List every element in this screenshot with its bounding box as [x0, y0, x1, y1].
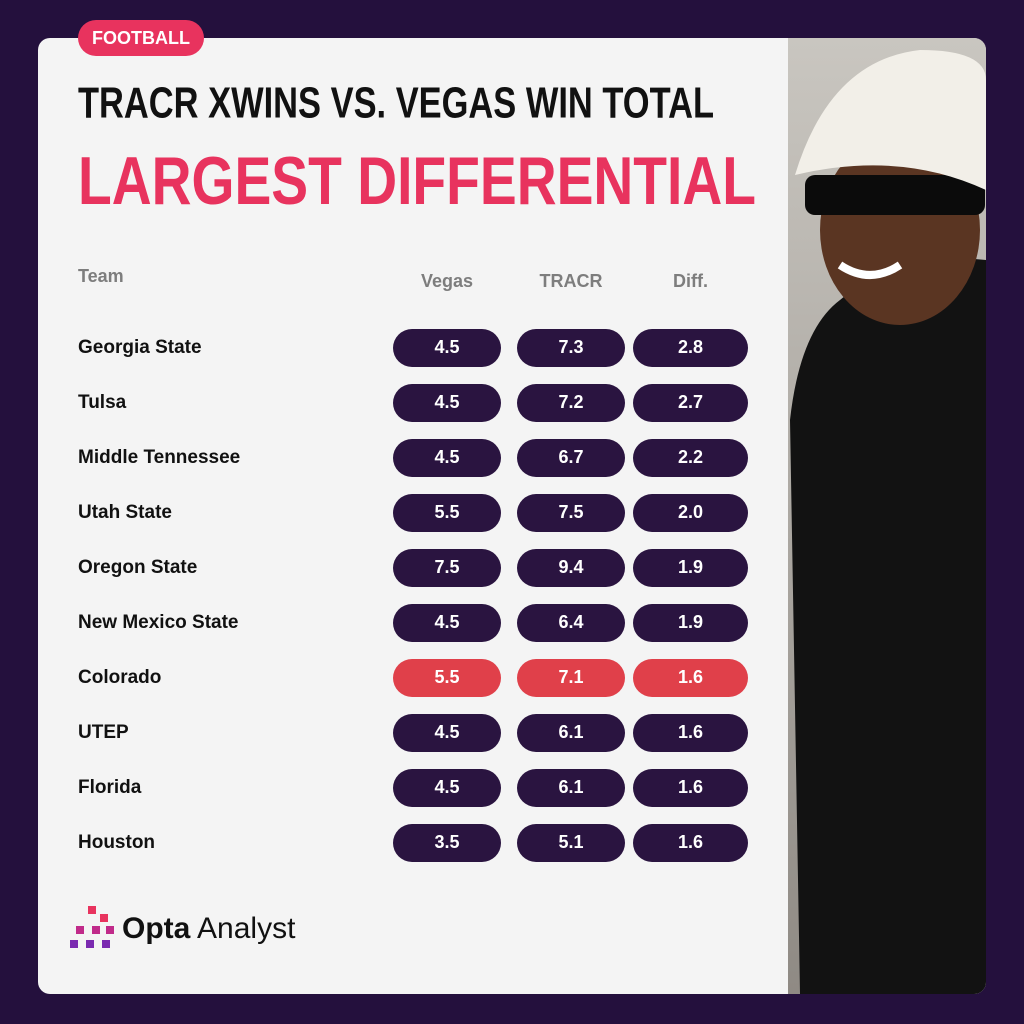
value-pill: [517, 824, 625, 862]
tag: FOOTBALL: [92, 28, 190, 48]
value-pill: [393, 824, 501, 862]
value-cell: 1.6: [678, 722, 703, 742]
value-pill: [633, 439, 748, 477]
value-cell: 6.7: [558, 447, 583, 467]
logo: [70, 906, 114, 948]
subtitle: LARGEST DIFFERENTIAL: [78, 143, 756, 219]
value-cell: 7.2: [558, 392, 583, 412]
value-cell: 6.1: [558, 722, 583, 742]
value-cell: 7.3: [558, 337, 583, 357]
value-pill: [517, 549, 625, 587]
value-pill: [517, 604, 625, 642]
value-cell: 2.8: [678, 337, 703, 357]
team-name: New Mexico State: [78, 612, 239, 633]
card: [38, 38, 986, 994]
value-cell: 4.5: [434, 337, 459, 357]
column-header: TRACR: [540, 271, 603, 291]
team-name: UTEP: [78, 722, 129, 743]
team-name: Georgia State: [78, 337, 202, 358]
value-pill: [633, 824, 748, 862]
column-header: Diff.: [673, 271, 708, 291]
value-cell: 2.2: [678, 447, 703, 467]
team-name: Utah State: [78, 502, 172, 523]
value-pill: [633, 659, 748, 697]
team-name: Florida: [78, 777, 142, 798]
value-cell: 2.0: [678, 502, 703, 522]
value-cell: 1.6: [678, 832, 703, 852]
tag-pill: [78, 20, 204, 56]
value-pill: [517, 384, 625, 422]
photo: [788, 38, 986, 994]
value-pill: [517, 329, 625, 367]
value-cell: 5.5: [434, 502, 459, 522]
value-cell: 1.9: [678, 612, 703, 632]
value-cell: 4.5: [434, 612, 459, 632]
value-pill: [393, 384, 501, 422]
team-name: Middle Tennessee: [78, 447, 240, 468]
team-name: Tulsa: [78, 392, 127, 413]
value-cell: 5.1: [558, 832, 583, 852]
team-name: Houston: [78, 832, 155, 853]
value-cell: 4.5: [434, 722, 459, 742]
value-pill: [393, 329, 501, 367]
value-pill: [633, 384, 748, 422]
value-cell: 4.5: [434, 447, 459, 467]
value-pill: [633, 714, 748, 752]
team-name: Colorado: [78, 667, 161, 688]
value-cell: 5.5: [434, 667, 459, 687]
value-pill: [517, 769, 625, 807]
column-header: Team: [78, 266, 124, 286]
value-pill: [633, 329, 748, 367]
value-cell: 7.5: [434, 557, 459, 577]
team-name: Oregon State: [78, 557, 197, 578]
value-pill: [393, 659, 501, 697]
brand: Opta Analyst: [122, 912, 296, 945]
value-pill: [633, 494, 748, 532]
value-pill: [633, 549, 748, 587]
value-cell: 4.5: [434, 777, 459, 797]
value-pill: [517, 494, 625, 532]
value-pill: [393, 714, 501, 752]
value-cell: 7.1: [558, 667, 583, 687]
brand-bold: Opta: [122, 912, 191, 945]
value-pill: [633, 769, 748, 807]
value-cell: 6.1: [558, 777, 583, 797]
value-cell: 7.5: [558, 502, 583, 522]
value-cell: 2.7: [678, 392, 703, 412]
value-cell: 6.4: [558, 612, 583, 632]
value-pill: [393, 494, 501, 532]
value-cell: 1.6: [678, 777, 703, 797]
value-pill: [393, 769, 501, 807]
value-cell: 4.5: [434, 392, 459, 412]
value-cell: 9.4: [558, 557, 583, 577]
value-pill: [633, 604, 748, 642]
value-cell: 1.9: [678, 557, 703, 577]
title: TRACR XWINS VS. VEGAS WIN TOTAL: [78, 79, 714, 128]
brand-light: Analyst: [197, 912, 296, 945]
value-pill: [393, 439, 501, 477]
value-pill: [517, 714, 625, 752]
value-pill: [517, 659, 625, 697]
value-pill: [393, 549, 501, 587]
value-cell: 1.6: [678, 667, 703, 687]
value-pill: [393, 604, 501, 642]
value-cell: 3.5: [434, 832, 459, 852]
column-header: Vegas: [421, 271, 473, 291]
value-pill: [517, 439, 625, 477]
